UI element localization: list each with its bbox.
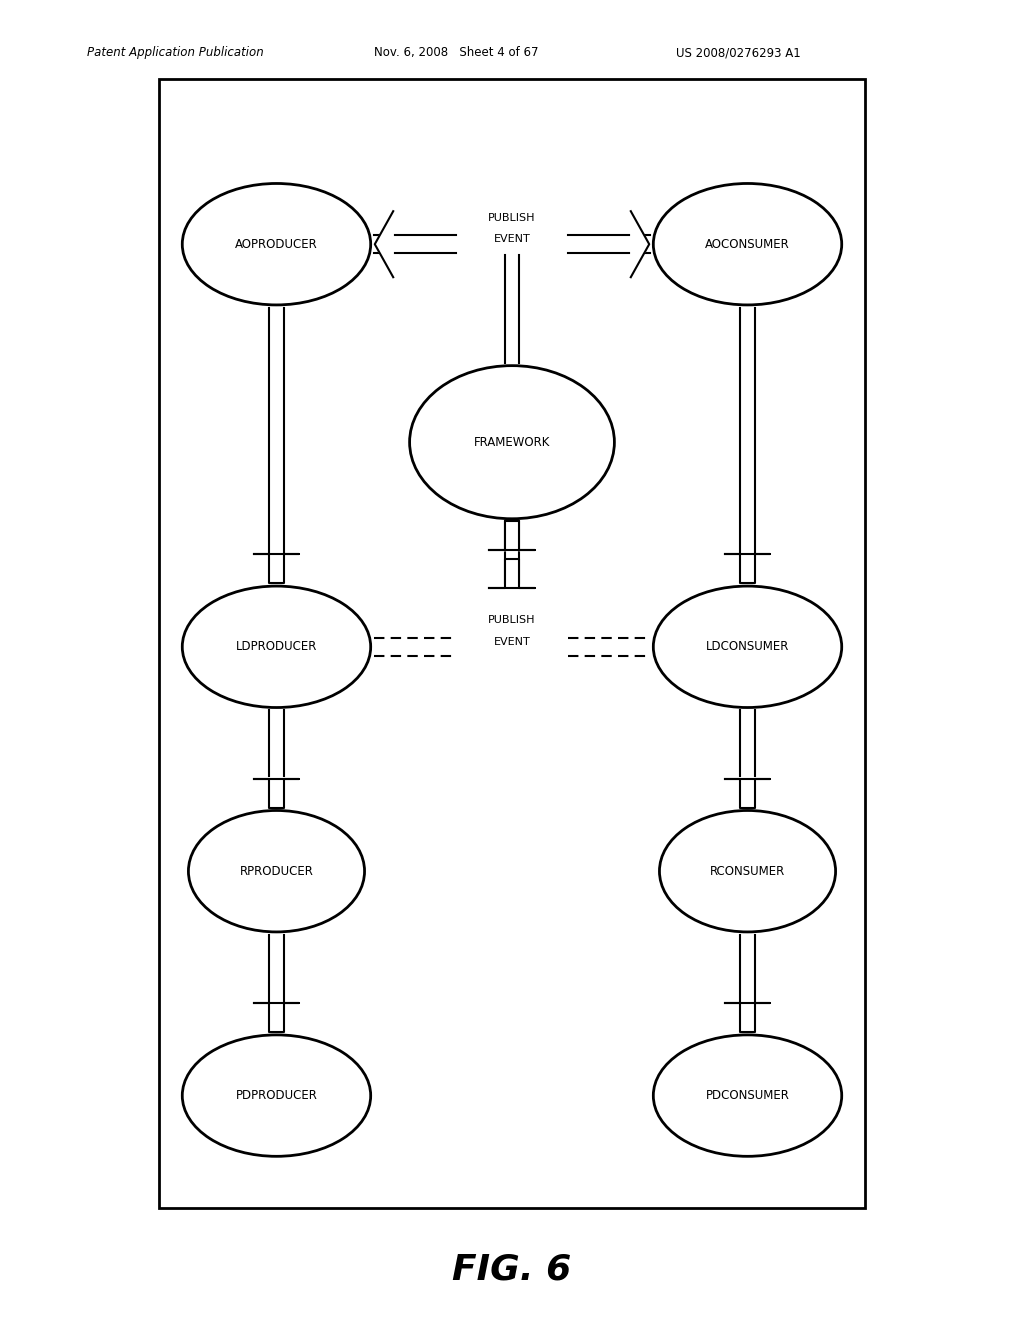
Polygon shape [254, 1003, 299, 1032]
Polygon shape [631, 211, 649, 277]
Text: FIG. 6: FIG. 6 [453, 1253, 571, 1287]
Polygon shape [725, 554, 770, 583]
Polygon shape [375, 211, 393, 277]
Text: EVENT: EVENT [494, 234, 530, 244]
Text: Patent Application Publication: Patent Application Publication [87, 46, 264, 59]
Ellipse shape [188, 810, 365, 932]
Text: AOCONSUMER: AOCONSUMER [706, 238, 790, 251]
Polygon shape [489, 560, 535, 589]
Text: EVENT: EVENT [494, 636, 530, 647]
Text: PDCONSUMER: PDCONSUMER [706, 1089, 790, 1102]
Text: Nov. 6, 2008   Sheet 4 of 67: Nov. 6, 2008 Sheet 4 of 67 [374, 46, 539, 59]
Text: PDPRODUCER: PDPRODUCER [236, 1089, 317, 1102]
Text: AOPRODUCER: AOPRODUCER [236, 238, 317, 251]
Ellipse shape [182, 1035, 371, 1156]
Text: LDCONSUMER: LDCONSUMER [706, 640, 790, 653]
Polygon shape [254, 554, 299, 583]
Bar [159, 79, 865, 1208]
Ellipse shape [653, 586, 842, 708]
Ellipse shape [410, 366, 614, 519]
Ellipse shape [182, 586, 371, 708]
Text: RPRODUCER: RPRODUCER [240, 865, 313, 878]
Polygon shape [254, 779, 299, 808]
Text: FRAMEWORK: FRAMEWORK [474, 436, 550, 449]
Ellipse shape [182, 183, 371, 305]
Text: LDPRODUCER: LDPRODUCER [236, 640, 317, 653]
Text: PUBLISH: PUBLISH [488, 213, 536, 223]
Polygon shape [489, 521, 535, 550]
Ellipse shape [653, 1035, 842, 1156]
Polygon shape [725, 1003, 770, 1032]
Text: US 2008/0276293 A1: US 2008/0276293 A1 [676, 46, 801, 59]
Text: RCONSUMER: RCONSUMER [710, 865, 785, 878]
Text: PUBLISH: PUBLISH [488, 615, 536, 626]
Polygon shape [725, 779, 770, 808]
Ellipse shape [659, 810, 836, 932]
Ellipse shape [653, 183, 842, 305]
